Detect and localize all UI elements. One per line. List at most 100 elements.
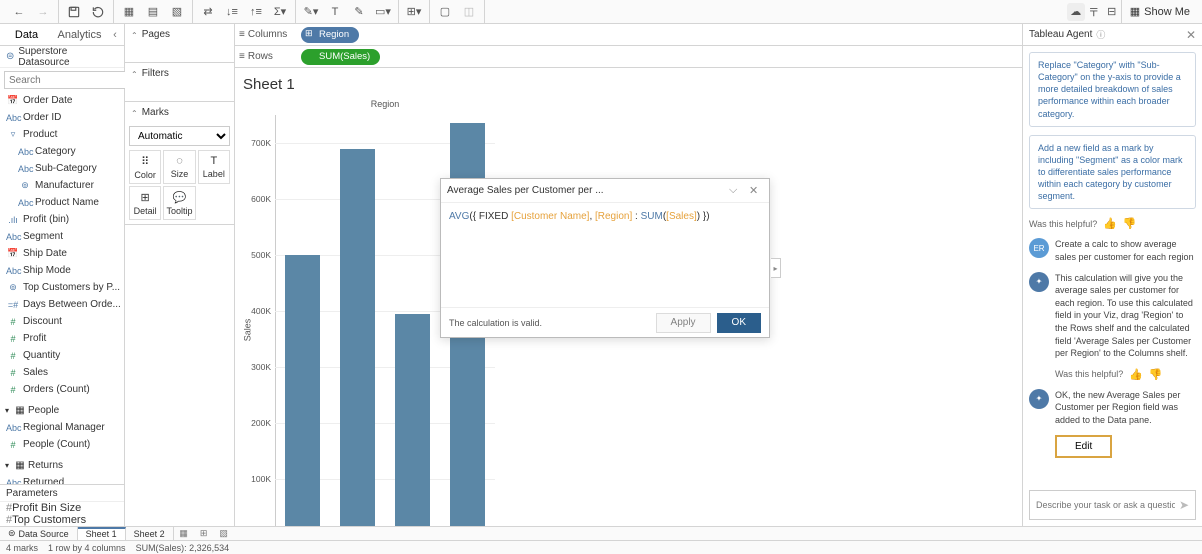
field-row[interactable]: AbcCategory — [0, 143, 124, 160]
cloud-icon[interactable]: ☁ — [1067, 3, 1085, 21]
field-row[interactable]: #Sales — [0, 364, 124, 381]
new-story-tab-icon[interactable]: ▧ — [214, 528, 234, 539]
field-row[interactable]: #People (Count) — [0, 436, 124, 453]
bar[interactable] — [285, 255, 319, 535]
thumbs-down-icon[interactable]: 👎 — [1123, 217, 1137, 230]
field-row[interactable]: ▿Product — [0, 126, 124, 143]
table-icon: ▦ — [14, 460, 26, 471]
y-axis-label: Sales — [242, 319, 252, 342]
field-row[interactable]: .ılıProfit (bin) — [0, 211, 124, 228]
marks-card-detail[interactable]: ⊞Detail — [129, 186, 161, 220]
marks-card-label[interactable]: TLabel — [198, 150, 230, 184]
field-row[interactable]: 📅Order Date — [0, 92, 124, 109]
field-row[interactable]: #Profit — [0, 330, 124, 347]
tab-analytics[interactable]: Analytics — [53, 24, 106, 45]
info-icon[interactable]: ⓘ — [1096, 28, 1105, 41]
mark-type-select[interactable]: Automatic — [129, 126, 230, 146]
color-icon: ⠿ — [141, 155, 149, 168]
guide-icon[interactable]: 〒 — [1085, 3, 1103, 21]
field-row[interactable]: AbcRegional Manager — [0, 419, 124, 436]
field-row[interactable]: #Discount — [0, 313, 124, 330]
calc-title[interactable]: Average Sales per Customer per ... — [447, 185, 723, 196]
thumbs-down-icon-2[interactable]: 👎 — [1149, 368, 1163, 381]
fit-width-icon[interactable]: ⊞▾ — [405, 3, 423, 21]
totals-icon[interactable]: Σ▾ — [271, 3, 289, 21]
calc-formula[interactable]: AVG({ FIXED [Customer Name], [Region] : … — [441, 203, 769, 307]
field-row[interactable]: AbcReturned — [0, 474, 124, 484]
format-icon[interactable]: ✎ — [350, 3, 368, 21]
tab-sheet1[interactable]: Sheet 1 — [78, 527, 126, 540]
field-row[interactable]: 📅Ship Date — [0, 245, 124, 262]
collapse-pane-icon[interactable]: ‹ — [106, 24, 124, 45]
bar[interactable] — [340, 149, 374, 535]
field-row[interactable]: ⊚Manufacturer — [0, 177, 124, 194]
tab-datasource[interactable]: ⊜ Data Source — [0, 527, 78, 540]
marks-card-size[interactable]: ◌Size — [163, 150, 195, 184]
share-icon[interactable]: ◫ — [460, 3, 478, 21]
parameter-row[interactable]: #Profit Bin Size — [0, 502, 124, 514]
fit-icon[interactable]: ▭▾ — [374, 3, 392, 21]
field-label: Returned — [23, 477, 64, 484]
close-icon[interactable]: ✕ — [749, 184, 763, 198]
sort-desc-icon[interactable]: ↑≡ — [247, 3, 265, 21]
new-sheet-icon[interactable]: ▦ — [174, 528, 194, 539]
marks-shelf[interactable]: Marks — [125, 102, 234, 122]
send-icon[interactable]: ➤ — [1179, 498, 1189, 512]
close-agent-icon[interactable]: ✕ — [1186, 28, 1196, 42]
calc-collapse-icon[interactable]: ⌵ — [729, 184, 743, 198]
marks-card-tooltip[interactable]: 💬Tooltip — [163, 186, 195, 220]
thumbs-up-icon-2[interactable]: 👍 — [1129, 368, 1143, 381]
new-worksheet-icon[interactable]: ▦ — [120, 3, 138, 21]
presentation-icon[interactable]: ▢ — [436, 3, 454, 21]
sort-asc-icon[interactable]: ↓≡ — [223, 3, 241, 21]
field-row[interactable]: AbcSub-Category — [0, 160, 124, 177]
field-group-header[interactable]: ▾▦Returns — [0, 457, 124, 474]
tab-sheet2[interactable]: Sheet 2 — [126, 527, 174, 540]
agent-input[interactable] — [1036, 500, 1175, 510]
field-row[interactable]: #Orders (Count) — [0, 381, 124, 398]
parameter-row[interactable]: #Top Customers — [0, 514, 124, 526]
edit-button[interactable]: Edit — [1055, 435, 1112, 458]
bar[interactable] — [395, 314, 429, 535]
back-icon[interactable]: ← — [10, 3, 28, 21]
apply-button[interactable]: Apply — [656, 313, 711, 333]
field-row[interactable]: ⊚Top Customers by P... — [0, 279, 124, 296]
datasource-icon: ⊜ — [6, 51, 14, 62]
tab-data[interactable]: Data — [0, 24, 53, 45]
suggestion-card-1[interactable]: Replace "Category" with "Sub-Category" o… — [1029, 52, 1196, 127]
field-row[interactable]: =#Days Between Orde... — [0, 296, 124, 313]
status-sum: SUM(Sales): 2,326,534 — [136, 543, 230, 553]
field-group-header[interactable]: ▾▦People — [0, 402, 124, 419]
save-icon[interactable] — [65, 3, 83, 21]
highlight-icon[interactable]: ✎▾ — [302, 3, 320, 21]
filters-shelf[interactable]: Filters — [125, 63, 234, 83]
revert-icon[interactable] — [89, 3, 107, 21]
forward-icon[interactable]: → — [34, 3, 52, 21]
rows-pill-sumsales[interactable]: SUM(Sales) — [301, 49, 380, 65]
thumbs-up-icon[interactable]: 👍 — [1103, 217, 1117, 230]
columns-pill-region[interactable]: ⊞Region — [301, 27, 359, 43]
field-type-icon: # — [6, 368, 20, 378]
marks-card-color[interactable]: ⠿Color — [129, 150, 161, 184]
ok-button[interactable]: OK — [717, 313, 761, 333]
show-me-button[interactable]: ▦ Show Me — [1121, 0, 1198, 23]
ext-icon[interactable]: ⊟ — [1103, 3, 1121, 21]
new-dashboard-icon[interactable]: ▤ — [144, 3, 162, 21]
field-label: Segment — [23, 231, 63, 242]
field-row[interactable]: AbcSegment — [0, 228, 124, 245]
field-row[interactable]: AbcProduct Name — [0, 194, 124, 211]
new-story-icon[interactable]: ▧ — [168, 3, 186, 21]
swap-icon[interactable]: ⇄ — [199, 3, 217, 21]
suggestion-card-2[interactable]: Add a new field as a mark by including "… — [1029, 135, 1196, 210]
sheet-title[interactable]: Sheet 1 — [235, 68, 1022, 95]
field-row[interactable]: #Quantity — [0, 347, 124, 364]
pages-shelf[interactable]: Pages — [125, 24, 234, 44]
labels-icon[interactable]: T — [326, 3, 344, 21]
new-dashboard-tab-icon[interactable]: ⊞ — [194, 528, 214, 539]
expand-editor-icon[interactable]: ▸ — [771, 258, 781, 278]
bot-message-1: This calculation will give you the avera… — [1055, 272, 1196, 360]
field-row[interactable]: AbcShip Mode — [0, 262, 124, 279]
shelves-pane: Pages Filters Marks Automatic ⠿Color◌Siz… — [125, 24, 235, 526]
datasource-row[interactable]: ⊜ Superstore Datasource — [0, 46, 124, 68]
field-row[interactable]: AbcOrder ID — [0, 109, 124, 126]
